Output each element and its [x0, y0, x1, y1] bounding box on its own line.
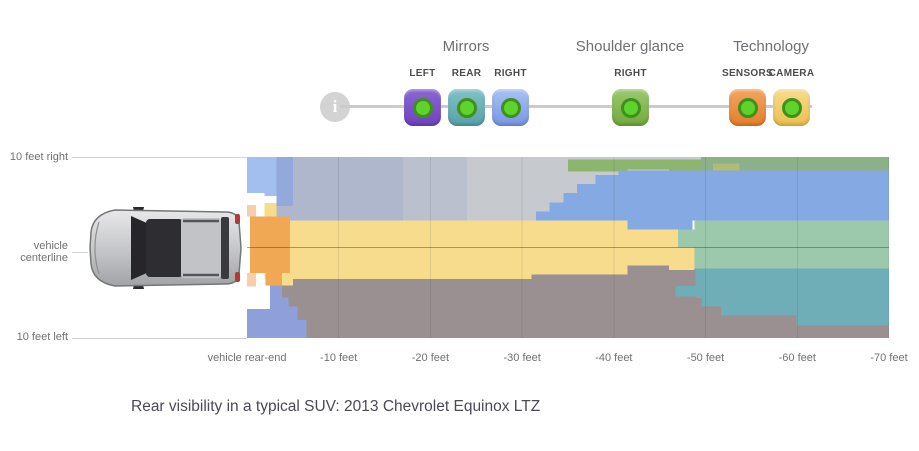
group-header-shoulder-glance: Shoulder glance — [575, 38, 685, 55]
toggle-on-indicator — [412, 97, 433, 118]
zone-gray-green-far — [700, 157, 889, 172]
visibility-chart — [247, 157, 889, 338]
zone-seafoam-main — [694, 220, 889, 269]
toggle-label-right: RIGHT — [614, 68, 647, 79]
x-axis-label--30-feet: -30 feet — [503, 352, 541, 364]
zone-peach-bottom — [247, 272, 257, 287]
toggle-label-rear: REAR — [451, 68, 482, 79]
zone-orange-sensors — [249, 216, 291, 273]
taillight-right-icon — [235, 214, 240, 224]
group-header-technology: Technology — [733, 38, 809, 55]
zone-peach-top — [247, 204, 257, 217]
vehicle-top-view-illustration — [89, 207, 242, 289]
x-axis-label--10-feet: -10 feet — [320, 352, 358, 364]
toggle-label-left: LEFT — [409, 68, 436, 79]
zone-slate-near — [276, 157, 403, 221]
toggle-label-right: RIGHT — [494, 68, 527, 79]
y-axis-label-10-feet-right: 10 feet right — [9, 151, 68, 163]
y-axis-leader-line — [72, 252, 88, 253]
x-axis-label--20-feet: -20 feet — [411, 352, 450, 364]
toggle-button-mirrors-left[interactable] — [404, 89, 441, 126]
zone-orange-sensors-2 — [265, 272, 282, 286]
zone-yellow-camera — [264, 203, 695, 286]
windshield — [131, 216, 149, 280]
y-axis-label-vehicle-centerline: vehicle centerline — [20, 240, 68, 264]
zone-blue-right-mirror — [535, 170, 889, 230]
toggle-label-sensors: SENSORS — [721, 68, 774, 79]
roof-panel — [181, 218, 221, 278]
group-header-mirrors: Mirrors — [442, 38, 490, 55]
toggle-button-shoulder-glance-right[interactable] — [612, 89, 649, 126]
sunroof — [146, 219, 183, 277]
zone-teal-patch — [675, 285, 696, 297]
toggle-button-mirrors-rear[interactable] — [448, 89, 485, 126]
toggle-on-indicator — [500, 97, 521, 118]
x-axis-label--40-feet: -40 feet — [595, 352, 633, 364]
zone-slate-mid — [402, 157, 468, 221]
toggle-button-technology-camera[interactable] — [773, 89, 810, 126]
x-axis-label--70-feet: -70 feet — [870, 352, 908, 364]
zone-seafoam-tip — [678, 229, 695, 248]
toggle-on-indicator — [456, 97, 477, 118]
zone-teal-rear-mirror — [695, 268, 889, 326]
zone-light-gray-strip — [668, 157, 701, 161]
y-axis-leader-line — [72, 157, 247, 158]
zone-white-notch-bottom — [247, 287, 270, 310]
toggle-button-technology-sensors[interactable] — [729, 89, 766, 126]
x-axis-label-vehicle-rear-end: vehicle rear-end — [207, 352, 287, 364]
taillight-left-icon — [235, 272, 240, 282]
x-axis-label--60-feet: -60 feet — [778, 352, 816, 364]
toggle-on-indicator — [620, 97, 641, 118]
chart-caption: Rear visibility in a typical SUV: 2013 C… — [131, 398, 541, 415]
toggle-button-mirrors-right[interactable] — [492, 89, 529, 126]
rear-window — [221, 217, 229, 279]
toggle-on-indicator — [781, 97, 802, 118]
zone-pale-blue-corner — [247, 157, 277, 196]
zone-periwinkle-left-mirror — [247, 285, 307, 338]
toggle-connector-line — [340, 105, 812, 108]
y-axis-label-10-feet-left: 10 feet left — [16, 331, 68, 343]
toggle-label-camera: CAMERA — [768, 68, 815, 79]
zone-medium-blue-col — [276, 157, 293, 206]
x-axis-label--50-feet: -50 feet — [686, 352, 725, 364]
hood-line — [94, 221, 100, 275]
zone-olive-patch — [712, 163, 740, 172]
y-axis-leader-line — [72, 338, 247, 339]
toggle-on-indicator — [737, 97, 758, 118]
zone-green-shoulder — [568, 159, 701, 172]
